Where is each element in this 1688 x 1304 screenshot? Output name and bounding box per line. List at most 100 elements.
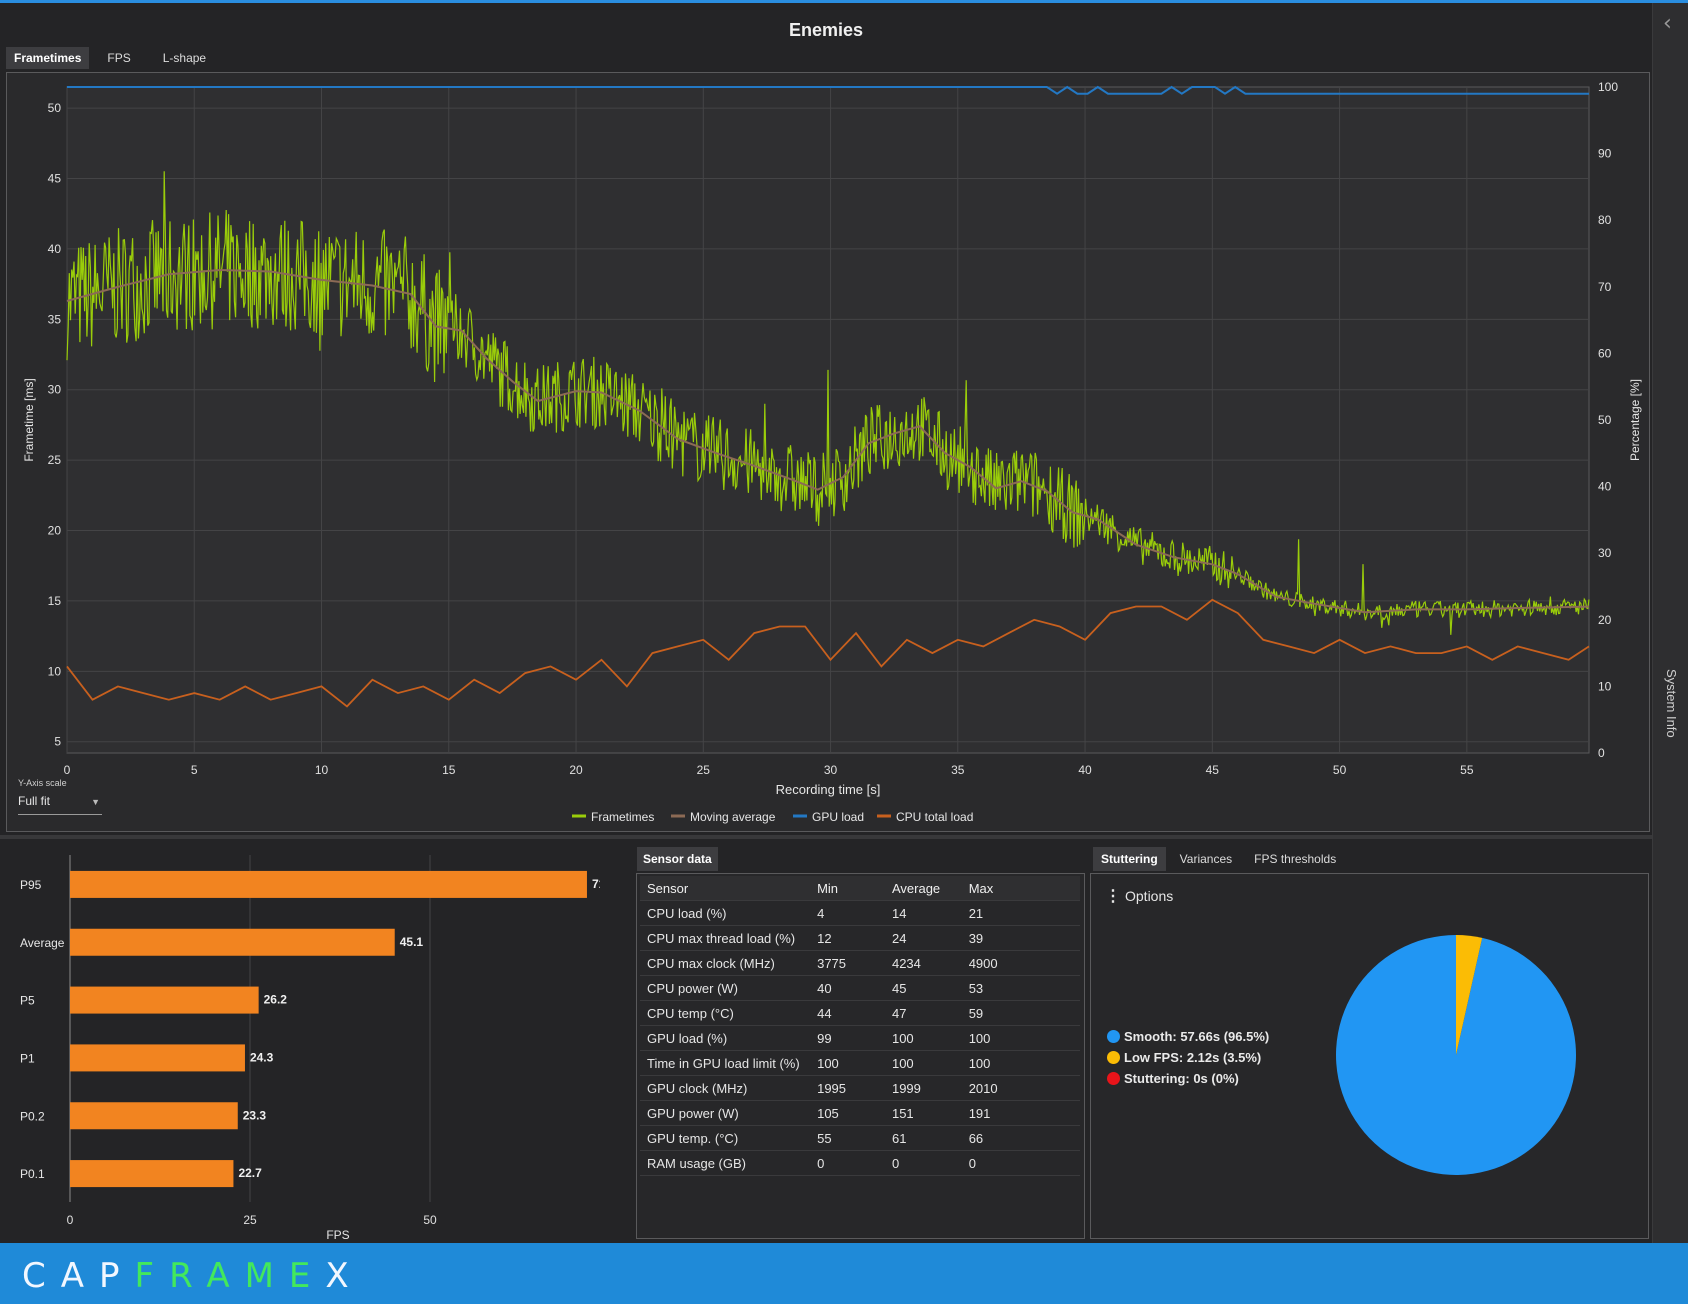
table-cell: 0 — [961, 1150, 1080, 1176]
stuttering-pie — [1336, 935, 1577, 1175]
table-cell: 4900 — [961, 950, 1080, 976]
table-row[interactable]: GPU load (%) 99 100 100 — [640, 1025, 1080, 1051]
sensor-data-panel: Sensor Min Average Max CPU load (%) 4 14 21 CPU… — [636, 873, 1085, 1239]
table-cell: Time in GPU load limit (%) — [640, 1050, 811, 1076]
sensor-column-header[interactable]: Sensor — [640, 876, 811, 901]
bar-value-label: 22.7 — [238, 1166, 262, 1180]
chevron-down-icon: ▼ — [91, 797, 100, 807]
logo-part-3: X — [325, 1256, 364, 1296]
frametime-chart[interactable]: 0 5 10 15 20 25 30 35 40 45 50 55 5 10 15 20 25 30 35 40 45 5… — [6, 72, 1650, 832]
x-tick-label: 15 — [442, 763, 456, 777]
tab-frametimes[interactable]: Frametimes — [6, 47, 90, 69]
y2-tick-label: 40 — [1598, 480, 1612, 494]
tab-fps-thresholds[interactable]: FPS thresholds — [1254, 852, 1337, 866]
y-tick-label: 35 — [48, 312, 62, 326]
logo-part-1: CAP — [22, 1256, 135, 1296]
legend-label: CPU total load — [896, 810, 973, 824]
sensor-column-header[interactable]: Max — [961, 876, 1080, 901]
x-tick-label: 20 — [569, 763, 583, 777]
legend-label: Frametimes — [591, 810, 654, 824]
chevron-left-icon[interactable]: ‹ — [1663, 11, 1672, 36]
table-cell: 105 — [810, 1100, 885, 1126]
bar-value-label: 23.3 — [243, 1108, 267, 1122]
table-cell: 55 — [810, 1125, 885, 1151]
x-axis-label: Recording time [s] — [776, 782, 881, 797]
table-cell: 12 — [810, 925, 885, 951]
x-tick-label: 30 — [824, 763, 838, 777]
x-tick-label: 45 — [1206, 763, 1220, 777]
tab-l-shape[interactable]: L-shape — [162, 51, 207, 65]
pie-legend-text: Stuttering: 0s (0%) — [1124, 1071, 1239, 1086]
table-row[interactable]: CPU max thread load (%) 12 24 39 — [640, 925, 1080, 951]
table-cell: 100 — [961, 1025, 1080, 1051]
system-info-label[interactable]: System Info — [1664, 668, 1679, 738]
table-cell: 39 — [961, 925, 1080, 951]
bar-value-label: 71.8 — [592, 877, 600, 891]
table-row[interactable]: CPU temp (°C) 44 47 59 — [640, 1000, 1080, 1026]
bar-category-label: P1 — [20, 1051, 35, 1065]
sensor-column-header[interactable]: Min — [810, 876, 885, 901]
table-cell: CPU max thread load (%) — [640, 925, 811, 951]
tab-variances[interactable]: Variances — [1179, 852, 1233, 866]
legend-label: Moving average — [690, 810, 776, 824]
y2-tick-label: 90 — [1598, 147, 1612, 161]
table-cell: 3775 — [810, 950, 885, 976]
pie-slice-smooth — [1336, 935, 1577, 1175]
bar-category-label: Average — [20, 936, 65, 950]
table-row[interactable]: CPU max clock (MHz) 3775 4234 4900 — [640, 950, 1080, 976]
x-tick-label: 50 — [423, 1213, 437, 1227]
y-tick-label: 40 — [48, 242, 62, 256]
tab-sensor-data[interactable]: Sensor data — [637, 847, 718, 871]
bar-value-label: 45.1 — [400, 935, 424, 949]
table-cell: GPU power (W) — [640, 1100, 811, 1126]
moving-average-line — [66, 268, 1590, 614]
y-tick-label: 20 — [48, 524, 62, 538]
low-fps-dot — [1107, 1051, 1120, 1064]
fps-bar — [70, 1160, 234, 1188]
table-cell: CPU temp (°C) — [640, 1000, 811, 1026]
pie-legend-text: Low FPS: 2.12s (3.5%) — [1124, 1050, 1262, 1065]
y-axis-scale-select[interactable]: Full fit ▼ — [18, 794, 102, 815]
table-cell: 151 — [884, 1100, 962, 1126]
table-row[interactable]: CPU load (%) 4 14 21 — [640, 900, 1080, 926]
y-tick-label: 25 — [48, 453, 62, 467]
tab-fps[interactable]: FPS — [107, 51, 131, 65]
table-cell: 66 — [961, 1125, 1080, 1151]
pie-legend-smooth: Smooth: 57.66s (96.5%) — [1107, 1026, 1269, 1047]
capframex-logo: CAPFRAMEX — [22, 1256, 364, 1296]
fps-bar — [70, 1102, 238, 1130]
table-cell: 61 — [884, 1125, 962, 1151]
x-tick-label: 0 — [64, 763, 71, 777]
pie-legend-low-fps: Low FPS: 2.12s (3.5%) — [1107, 1047, 1269, 1068]
section-divider — [0, 835, 1652, 839]
table-cell: 99 — [810, 1025, 885, 1051]
system-info-panel[interactable]: ‹ System Info — [1652, 3, 1688, 1243]
table-row[interactable]: CPU power (W) 40 45 53 — [640, 975, 1080, 1001]
table-row[interactable]: Time in GPU load limit (%) 100 100 100 — [640, 1050, 1080, 1076]
bar-category-label: P95 — [20, 878, 42, 892]
table-cell: 40 — [810, 975, 885, 1001]
frametimes-line — [66, 171, 1590, 635]
x-tick-label: 55 — [1460, 763, 1474, 777]
pie-legend-text: Smooth: 57.66s (96.5%) — [1124, 1029, 1270, 1044]
tab-stuttering[interactable]: Stuttering — [1093, 847, 1166, 871]
sensor-column-header[interactable]: Average — [884, 876, 962, 901]
bar-value-label: 24.3 — [250, 1050, 274, 1064]
table-cell: 45 — [884, 975, 962, 1001]
options-button[interactable]: ⋮ Options — [1105, 886, 1173, 906]
table-row[interactable]: RAM usage (GB) 0 0 0 — [640, 1150, 1080, 1176]
table-row[interactable]: GPU temp. (°C) 55 61 66 — [640, 1125, 1080, 1151]
table-cell: 100 — [810, 1050, 885, 1076]
table-cell: 24 — [884, 925, 962, 951]
bar-category-label: P0.2 — [20, 1109, 45, 1123]
table-row[interactable]: GPU clock (MHz) 1995 1999 2010 — [640, 1075, 1080, 1101]
stutter-dot — [1107, 1072, 1120, 1085]
frametime-chart-svg[interactable]: 0 5 10 15 20 25 30 35 40 45 50 55510152025303540455… — [7, 73, 1649, 831]
legend-label: GPU load — [812, 810, 864, 824]
fps-bar-chart: 0255075FPSP9571.8Average45.1P526.2P124.3… — [20, 855, 600, 1242]
stutter-tabs: Stuttering Variances FPS thresholds — [1093, 847, 1350, 871]
table-row[interactable]: GPU power (W) 105 151 191 — [640, 1100, 1080, 1126]
y2-tick-label: 30 — [1598, 546, 1612, 560]
x-tick-label: 0 — [67, 1213, 74, 1227]
fps-bar — [70, 1044, 245, 1072]
